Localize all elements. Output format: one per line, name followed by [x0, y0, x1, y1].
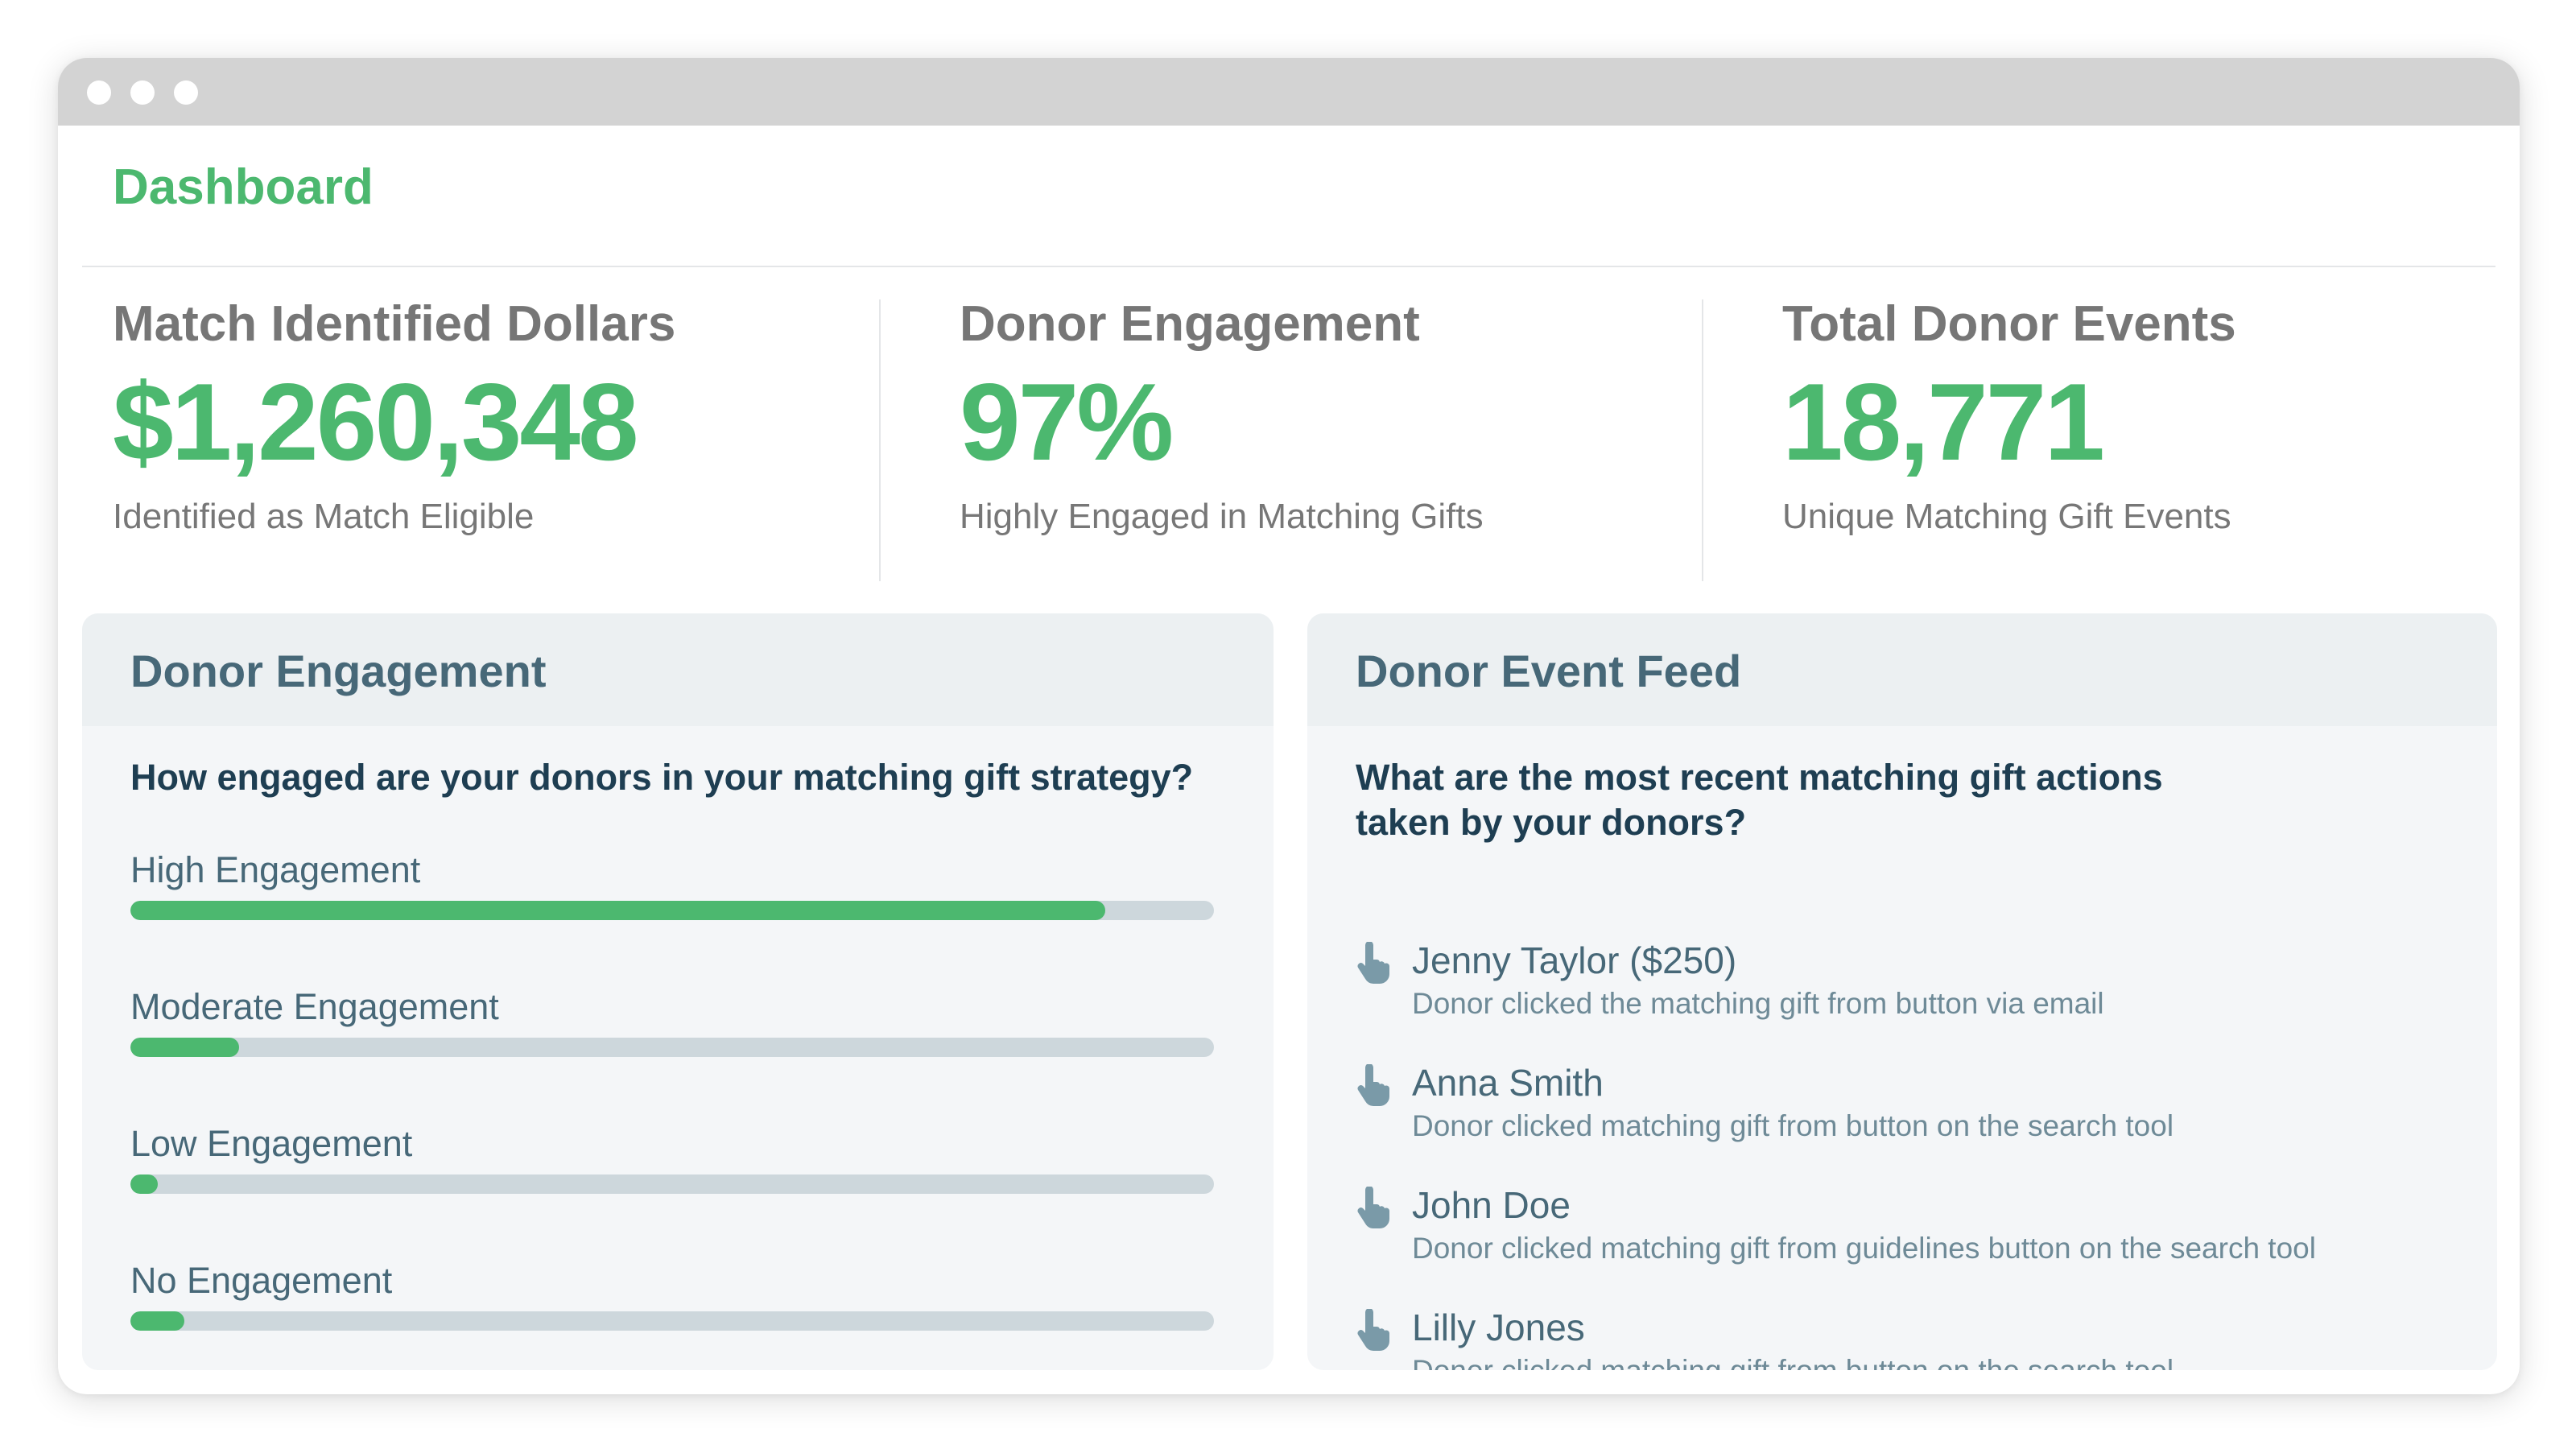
engagement-row-none: No Engagement — [130, 1262, 1214, 1331]
pointing-hand-icon — [1357, 1309, 1389, 1351]
panel-header: Donor Engagement — [82, 613, 1274, 726]
pointing-hand-icon — [1357, 942, 1389, 984]
stat-subtitle: Unique Matching Gift Events — [1782, 497, 2231, 536]
panel-title: Donor Event Feed — [1356, 646, 1742, 696]
stat-match-identified-dollars: Match Identified Dollars $1,260,348 Iden… — [113, 299, 886, 535]
stat-label: Match Identified Dollars — [113, 296, 676, 352]
window-dot-icon[interactable] — [130, 80, 155, 105]
stat-donor-engagement: Donor Engagement 97% Highly Engaged in M… — [960, 299, 1732, 535]
engagement-bar-fill — [130, 1174, 158, 1194]
panel-question: How engaged are your donors in your matc… — [130, 757, 1194, 798]
stat-divider — [1702, 299, 1703, 581]
engagement-row-moderate: Moderate Engagement — [130, 989, 1214, 1057]
feed-donor-name: Anna Smith — [1412, 1062, 1604, 1104]
page-title: Dashboard — [113, 159, 374, 215]
feed-donor-name: John Doe — [1412, 1184, 1571, 1226]
engagement-label: High Engagement — [130, 849, 421, 890]
engagement-bar-track — [130, 1311, 1214, 1331]
engagement-row-high: High Engagement — [130, 852, 1214, 920]
feed-description: Donor clicked matching gift from button … — [1412, 1109, 2174, 1142]
donor-engagement-panel: Donor Engagement How engaged are your do… — [82, 613, 1274, 1370]
pointing-hand-icon — [1357, 1187, 1389, 1228]
stat-value: 97% — [960, 361, 1174, 483]
engagement-row-low: Low Engagement — [130, 1125, 1214, 1194]
engagement-bar-track — [130, 1038, 1214, 1057]
window-dot-icon[interactable] — [174, 80, 198, 105]
engagement-label: Low Engagement — [130, 1123, 413, 1164]
stat-value: 18,771 — [1782, 361, 2105, 483]
engagement-label: Moderate Engagement — [130, 986, 499, 1027]
panel-header: Donor Event Feed — [1307, 613, 2497, 726]
engagement-bar-fill — [130, 1038, 239, 1057]
feed-description: Donor clicked matching gift from guideli… — [1412, 1232, 2316, 1265]
feed-donor-name: Lilly Jones — [1412, 1307, 1585, 1348]
stat-subtitle: Identified as Match Eligible — [113, 497, 535, 536]
engagement-label: No Engagement — [130, 1260, 393, 1301]
browser-window: Dashboard Match Identified Dollars $1,26… — [58, 58, 2520, 1394]
header-divider — [82, 266, 2496, 267]
engagement-bar-track — [130, 901, 1214, 920]
engagement-bar-fill — [130, 1311, 185, 1331]
panel-title: Donor Engagement — [130, 646, 547, 696]
feed-donor-name: Jenny Taylor ($250) — [1412, 939, 1737, 981]
window-titlebar — [58, 58, 2520, 126]
stat-subtitle: Highly Engaged in Matching Gifts — [960, 497, 1484, 536]
engagement-bar-track — [130, 1174, 1214, 1194]
panel-question: What are the most recent matching gift a… — [1356, 757, 2163, 843]
feed-description: Donor clicked matching gift from button … — [1412, 1356, 2174, 1370]
stat-divider — [879, 299, 881, 581]
donor-event-feed-panel: Donor Event Feed What are the most recen… — [1307, 613, 2497, 1370]
engagement-bar-fill — [130, 901, 1106, 920]
stat-label: Total Donor Events — [1782, 296, 2236, 352]
stat-value: $1,260,348 — [113, 361, 639, 483]
stat-total-donor-events: Total Donor Events 18,771 Unique Matchin… — [1782, 299, 2520, 535]
stat-label: Donor Engagement — [960, 296, 1420, 352]
pointing-hand-icon — [1357, 1064, 1389, 1106]
window-dot-icon[interactable] — [87, 80, 111, 105]
feed-description: Donor clicked the matching gift from but… — [1412, 987, 2104, 1020]
